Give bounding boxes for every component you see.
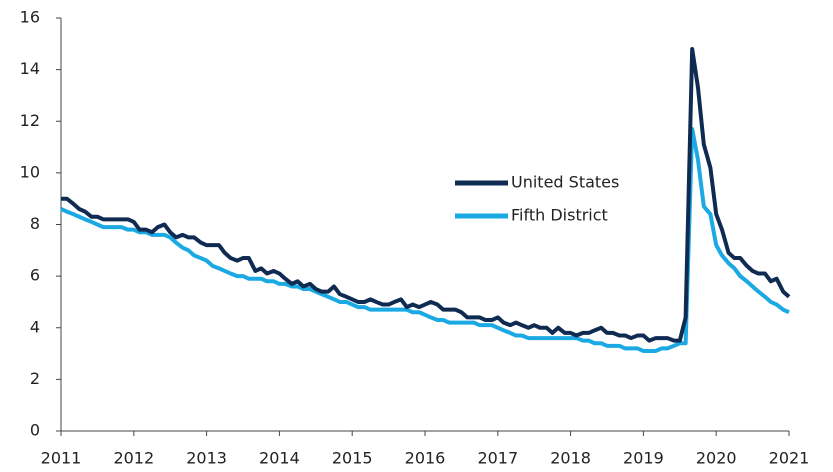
- y-tick-label: 14: [20, 59, 40, 78]
- y-tick-label: 2: [30, 369, 40, 388]
- x-tick-label: 2016: [405, 449, 446, 468]
- y-tick-label: 8: [30, 214, 40, 233]
- x-tick-label: 2018: [550, 449, 591, 468]
- legend-label: Fifth District: [511, 206, 608, 225]
- series-line: [61, 46, 791, 343]
- y-tick-label: 4: [30, 317, 40, 336]
- x-tick-label: 2011: [41, 449, 82, 468]
- y-tick-label: 6: [30, 266, 40, 285]
- x-tick-label: 2017: [477, 449, 518, 468]
- x-tick-label: 2012: [113, 449, 154, 468]
- series-line: [60, 126, 790, 353]
- y-tick-label: 16: [20, 8, 40, 27]
- x-tick-label: 2014: [259, 449, 300, 468]
- x-tick-label: 2021: [769, 449, 810, 468]
- y-tick-label: 10: [20, 162, 40, 181]
- x-tick-label: 2013: [186, 449, 227, 468]
- x-tick-label: 2015: [332, 449, 373, 468]
- x-tick-label: 2020: [696, 449, 737, 468]
- y-tick-label: 12: [20, 111, 40, 130]
- legend-label: United States: [511, 173, 619, 192]
- y-tick-label: 0: [30, 421, 40, 440]
- x-tick-label: 2019: [623, 449, 664, 468]
